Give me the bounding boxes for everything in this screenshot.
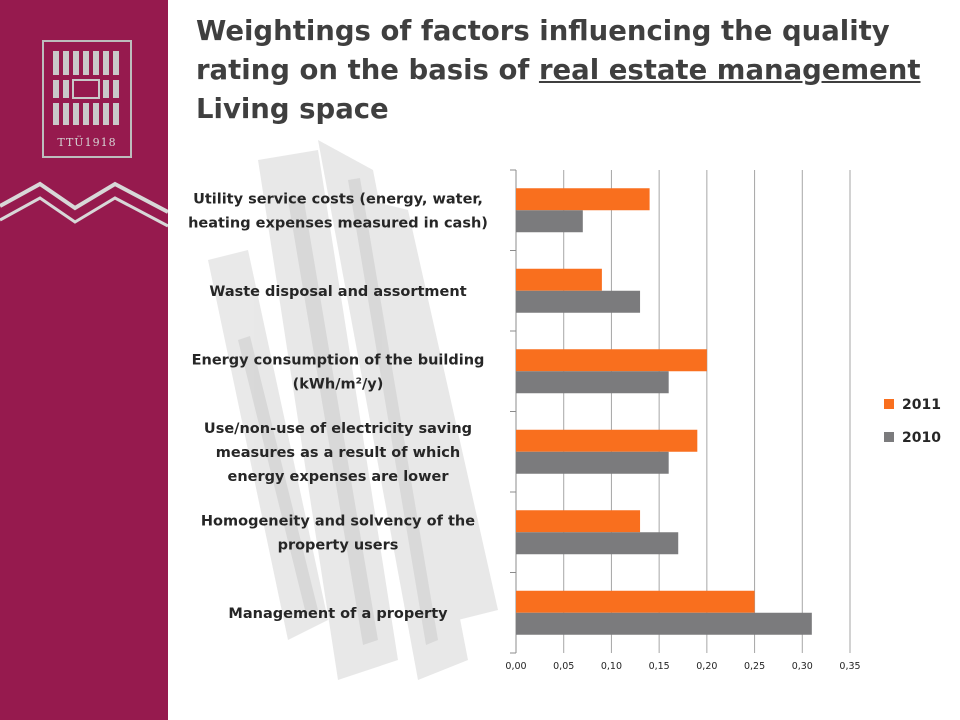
- bar-2011: [516, 349, 707, 372]
- bar-2011: [516, 268, 602, 291]
- category-label: Waste disposal and assortment: [209, 284, 466, 300]
- brush-texture-decoration: [208, 140, 498, 680]
- bar-2011: [516, 510, 641, 533]
- category-label: Utility service costs (energy, water,: [193, 191, 483, 207]
- category-label: Management of a property: [228, 606, 448, 622]
- legend-label-2011: 2011: [902, 397, 941, 413]
- bar-2011: [516, 188, 650, 211]
- title-line-2: rating on the basis of real estate manag…: [196, 51, 936, 90]
- legend-swatch-2011: [884, 399, 894, 409]
- page-title: Weightings of factors influencing the qu…: [196, 12, 936, 129]
- title-line-1: Weightings of factors influencing the qu…: [196, 15, 890, 47]
- bar-2010: [516, 371, 669, 394]
- sidebar: TTÜ1918: [0, 0, 168, 720]
- x-tick-label: 0,00: [505, 661, 526, 672]
- university-logo: TTÜ1918: [42, 40, 132, 158]
- title-underlined-text: real estate management: [538, 54, 921, 86]
- chevron-decoration-icon: [0, 181, 168, 228]
- x-tick-label: 0,25: [744, 661, 765, 672]
- category-label: energy expenses are lower: [227, 469, 449, 485]
- bar-2011: [516, 590, 755, 613]
- category-label: Use/non-use of electricity saving: [204, 421, 472, 437]
- bar-2010: [516, 210, 583, 233]
- category-label: measures as a result of which: [216, 445, 460, 461]
- x-tick-label: 0,15: [649, 661, 670, 672]
- bar-2010: [516, 532, 679, 555]
- bar-2010: [516, 290, 641, 313]
- bar-2010: [516, 612, 812, 635]
- category-label: (kWh/m²/y): [293, 376, 384, 392]
- bar-2011: [516, 429, 698, 452]
- category-label: property users: [278, 537, 399, 553]
- plot-area: [516, 170, 850, 653]
- category-label: Homogeneity and solvency of the: [201, 513, 475, 529]
- category-label: Energy consumption of the building: [192, 352, 485, 368]
- x-tick-label: 0,05: [553, 661, 574, 672]
- x-tick-label: 0,30: [792, 661, 813, 672]
- category-label: heating expenses measured in cash): [188, 215, 488, 231]
- logo-emblem-icon: [53, 51, 119, 125]
- title-line-2-text: rating on the basis of: [196, 54, 539, 86]
- x-tick-label: 0,10: [601, 661, 622, 672]
- bar-2010: [516, 451, 669, 474]
- x-tick-label: 0,35: [839, 661, 860, 672]
- title-line-3: Living space: [196, 93, 389, 125]
- legend-label-2010: 2010: [902, 430, 941, 446]
- legend-swatch-2010: [884, 432, 894, 442]
- x-tick-label: 0,20: [696, 661, 717, 672]
- logo-text: TTÜ1918: [57, 136, 117, 149]
